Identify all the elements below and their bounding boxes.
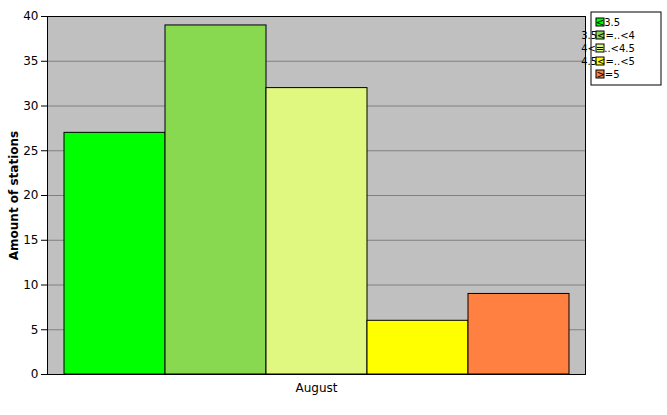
svg-text:30: 30 [23,99,38,113]
svg-text:10: 10 [23,278,38,292]
svg-text:15: 15 [23,233,38,247]
svg-text:4<=..<4.5: 4<=..<4.5 [581,43,635,54]
svg-text:August: August [296,381,338,395]
svg-text:0: 0 [31,367,39,381]
svg-text:4.5<=..<5: 4.5<=..<5 [581,56,635,67]
svg-text:20: 20 [23,188,38,202]
svg-text:Amount of stations: Amount of stations [7,131,21,260]
svg-text:>=5: >=5 [596,69,619,80]
svg-text:3.5<=..<4: 3.5<=..<4 [581,30,635,41]
svg-text:5: 5 [31,323,39,337]
svg-text:25: 25 [23,144,38,158]
svg-text:35: 35 [23,54,38,68]
svg-text:40: 40 [23,9,38,23]
svg-text:<3.5: <3.5 [596,17,620,28]
